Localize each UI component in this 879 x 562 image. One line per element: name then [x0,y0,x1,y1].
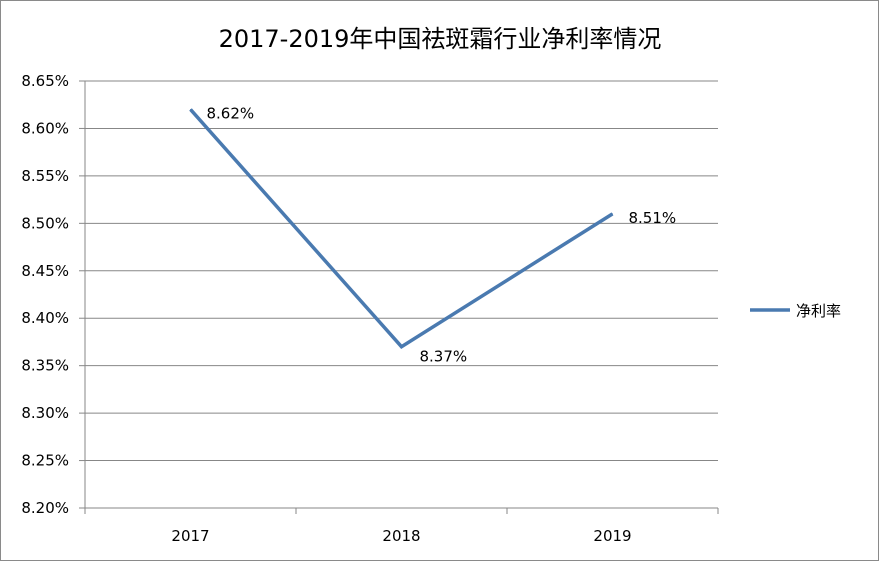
y-tick-label: 8.40% [21,309,69,327]
y-tick-label: 8.55% [21,167,69,185]
x-tick-label: 2018 [382,527,420,545]
y-tick-label: 8.50% [21,214,69,232]
data-point [401,346,402,348]
y-tick-label: 8.65% [21,72,69,90]
data-label: 8.62% [207,104,255,122]
chart-title: 2017-2019年中国祛斑霜行业净利率情况 [219,25,662,53]
x-tick-label: 2017 [171,527,209,545]
data-point [612,213,613,215]
series-group [189,108,614,349]
axes [84,81,718,509]
legend: 净利率 [750,302,841,320]
x-axis-ticks: 2017 2018 2019 [84,508,719,545]
data-label: 8.37% [420,348,468,366]
series-line [189,108,614,349]
data-point [190,108,191,110]
gridlines [85,80,718,462]
y-tick-label: 8.30% [21,404,69,422]
data-labels: 8.62% 8.37% 8.51% [207,104,677,365]
legend-label: 净利率 [796,302,841,320]
y-tick-label: 8.60% [21,119,69,137]
data-label: 8.51% [629,209,677,227]
y-tick-label: 8.35% [21,357,69,375]
y-tick-label: 8.25% [21,452,69,470]
y-axis-ticks: 8.20% 8.25% 8.30% 8.35% 8.40% 8.45% 8.50% 8.55%… [21,72,85,517]
x-tick-label: 2019 [593,527,631,545]
y-tick-label: 8.45% [21,262,69,280]
y-tick-label: 8.20% [21,499,69,517]
